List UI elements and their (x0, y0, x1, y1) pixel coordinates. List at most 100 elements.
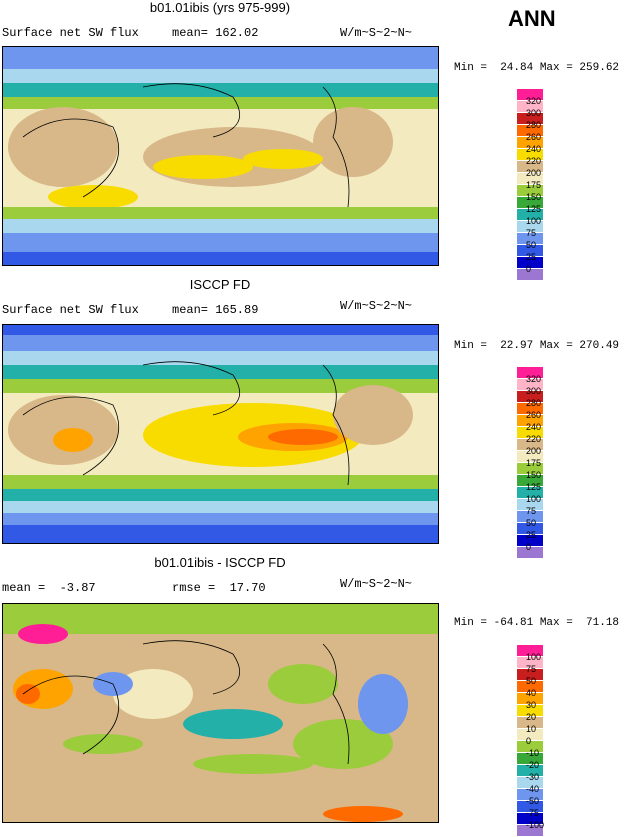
legend-label: 75 (526, 506, 537, 516)
legend-swatch (517, 487, 543, 499)
legend-swatch (517, 753, 543, 765)
legend-swatch (517, 125, 543, 137)
legend-label: 50 (526, 240, 537, 250)
panel1-legend (517, 89, 543, 281)
panel3-legend-labels: 100 75 50 40 30 20 10 0 -10 -20 -30 -40 … (526, 651, 544, 831)
legend-label: 30 (526, 700, 537, 710)
panel1-map-svg (3, 47, 438, 265)
season-label: ANN (508, 6, 556, 31)
legend-swatch (517, 499, 543, 511)
legend-swatch (517, 245, 543, 257)
legend-label: 125 (526, 482, 542, 492)
panel1-minmax: Min = 24.84 Max = 259.62 (454, 62, 620, 74)
legend-swatch (517, 149, 543, 161)
legend-swatch (517, 269, 543, 281)
legend-label: 280 (526, 398, 542, 408)
panel3-title: b01.01ibis - ISCCP FD (154, 555, 286, 570)
legend-label: 240 (526, 144, 542, 154)
legend-swatch (517, 657, 543, 669)
panel2-map (2, 324, 439, 544)
legend-label: 320 (526, 96, 542, 106)
legend-swatch (517, 475, 543, 487)
legend-label: 0 (526, 542, 532, 552)
panel3-rmse: rmse = 17.70 (172, 581, 266, 595)
legend-label: -50 (526, 796, 540, 806)
legend-label: 10 (526, 724, 537, 734)
panel2-minmax: Min = 22.97 Max = 270.49 (454, 340, 620, 352)
legend-swatch (517, 137, 543, 149)
legend-swatch (517, 463, 543, 475)
panel2-mean: mean= 165.89 (172, 303, 259, 317)
legend-label: -10 (526, 748, 540, 758)
legend-label: 300 (526, 108, 542, 118)
legend-label: 220 (526, 156, 542, 166)
legend-label: 100 (526, 216, 542, 226)
panel2-units: W/m~S~2~N~ (340, 299, 413, 313)
legend-swatch (517, 535, 543, 547)
legend-swatch (517, 765, 543, 777)
legend-label: -40 (526, 784, 540, 794)
legend-label: -100 (526, 820, 545, 830)
legend-swatch (517, 439, 543, 451)
legend-label: 200 (526, 168, 542, 178)
legend-label: 40 (526, 688, 537, 698)
panel3-map-svg (3, 604, 438, 822)
panel1-title: b01.01ibis (yrs 975-999) (149, 0, 291, 15)
legend-label: 25 (526, 530, 537, 540)
legend-label: -75 (526, 808, 540, 818)
legend-swatch (517, 427, 543, 439)
panel3-map (2, 603, 439, 823)
panel1-variable: Surface net SW flux (2, 26, 139, 40)
legend-swatch (517, 523, 543, 535)
legend-label: 0 (526, 264, 532, 274)
panel1-mean: mean= 162.02 (172, 26, 259, 40)
legend-swatch (517, 681, 543, 693)
legend-label: 50 (526, 518, 537, 528)
legend-swatch (517, 173, 543, 185)
legend-swatch (517, 705, 543, 717)
legend-label: 280 (526, 120, 542, 130)
legend-swatch (517, 161, 543, 173)
legend-label: 125 (526, 204, 542, 214)
legend-swatch (517, 221, 543, 233)
panel2-title: ISCCP FD (189, 277, 251, 292)
legend-label: 0 (526, 736, 532, 746)
legend-label: 100 (526, 652, 542, 662)
legend-label: 150 (526, 192, 542, 202)
legend-label: 175 (526, 458, 542, 468)
legend-label: 240 (526, 422, 542, 432)
legend-swatch (517, 113, 543, 125)
panel3-mean: mean = -3.87 (2, 581, 96, 595)
legend-swatch (517, 777, 543, 789)
legend-swatch (517, 257, 543, 269)
legend-label: -20 (526, 760, 540, 770)
legend-label: 320 (526, 374, 542, 384)
legend-label: 25 (526, 252, 537, 262)
legend-swatch (517, 717, 543, 729)
legend-label: 150 (526, 470, 542, 480)
panel1-legend-labels: 320 300 280 260 240 220 200 175 150 125 … (526, 95, 541, 275)
legend-swatch (517, 729, 543, 741)
panel2-variable: Surface net SW flux (2, 303, 139, 317)
legend-swatch (517, 693, 543, 705)
legend-swatch (517, 391, 543, 403)
legend-swatch (517, 669, 543, 681)
legend-label: 175 (526, 180, 542, 190)
legend-label: 260 (526, 410, 542, 420)
panel2-legend-labels: 320 300 280 260 240 220 200 175 150 125 … (526, 373, 541, 553)
legend-swatch (517, 789, 543, 801)
legend-swatch (517, 511, 543, 523)
legend-label: 75 (526, 664, 537, 674)
panel1-units: W/m~S~2~N~ (340, 26, 413, 40)
legend-swatch (517, 645, 543, 657)
legend-swatch (517, 185, 543, 197)
legend-swatch (517, 209, 543, 221)
panel3-minmax: Min = -64.81 Max = 71.18 (454, 617, 620, 629)
panel3-units: W/m~S~2~N~ (340, 577, 413, 591)
legend-swatch (517, 197, 543, 209)
legend-label: 100 (526, 494, 542, 504)
legend-label: 200 (526, 446, 542, 456)
legend-swatch (517, 367, 543, 379)
legend-swatch (517, 233, 543, 245)
legend-swatch (517, 101, 543, 113)
